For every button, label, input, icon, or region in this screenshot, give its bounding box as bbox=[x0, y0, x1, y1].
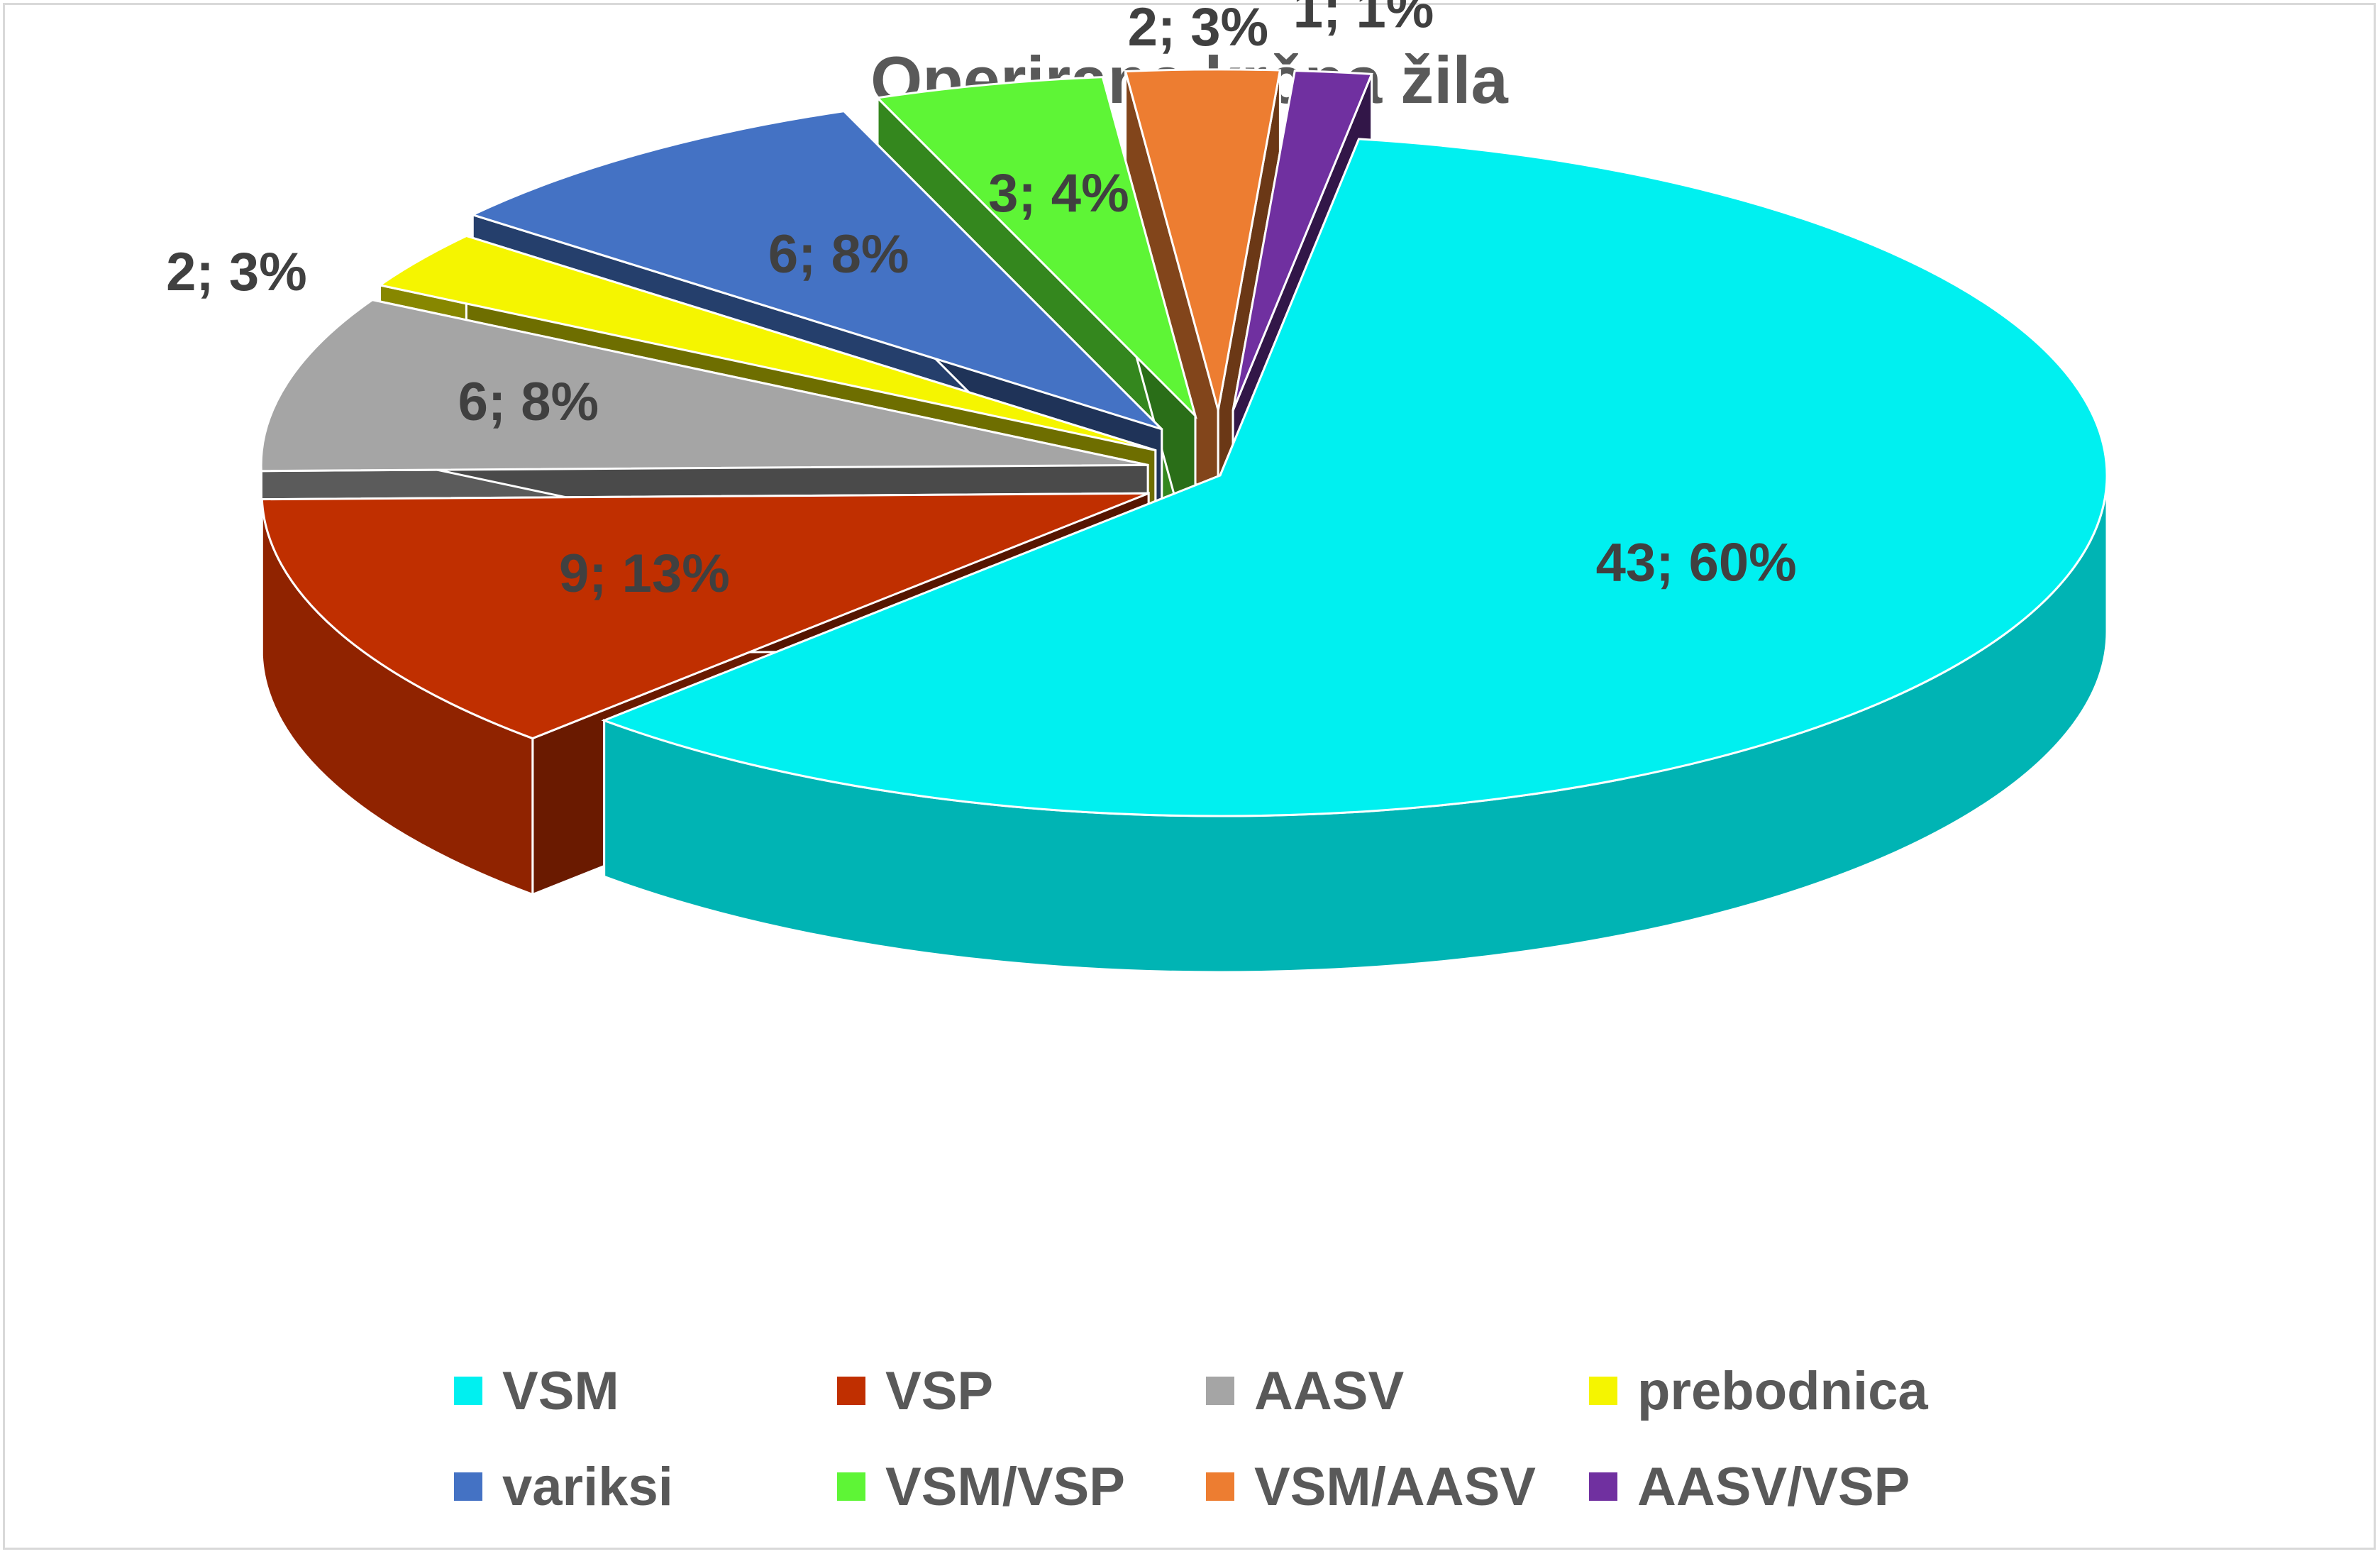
slice-top-aasv-vsp bbox=[1231, 70, 1373, 412]
slice-top-aasv bbox=[260, 299, 1149, 473]
slice-top-vsp bbox=[260, 492, 1149, 740]
slice-sides bbox=[260, 68, 2108, 974]
slice-top-prebodnica bbox=[377, 234, 1156, 452]
data-label-prebodnica: 2; 3% bbox=[166, 242, 307, 302]
data-labels: 43; 60% 9; 13% 6; 8% 2; 3% 6; 8% 3; 4% 2; 3% 1;… bbox=[166, 0, 1797, 604]
data-label-aasv-vsp: 1; 1% bbox=[1293, 0, 1434, 40]
slice-top-vsm-vsp bbox=[875, 76, 1197, 420]
slice-top-vsm bbox=[601, 138, 2108, 817]
data-label-vsm-vsp: 3; 4% bbox=[988, 163, 1129, 224]
slice-top-vsm-aasv bbox=[1124, 68, 1282, 411]
slice-vsm bbox=[601, 138, 2108, 974]
slice-top-variksi bbox=[470, 110, 1163, 431]
data-label-variksi: 6; 8% bbox=[768, 224, 909, 285]
data-label-aasv: 6; 8% bbox=[458, 372, 599, 432]
data-label-vsm: 43; 60% bbox=[1596, 533, 1797, 593]
data-label-vsm-aasv: 2; 3% bbox=[1128, 0, 1269, 57]
data-label-vsp: 9; 13% bbox=[559, 544, 730, 604]
